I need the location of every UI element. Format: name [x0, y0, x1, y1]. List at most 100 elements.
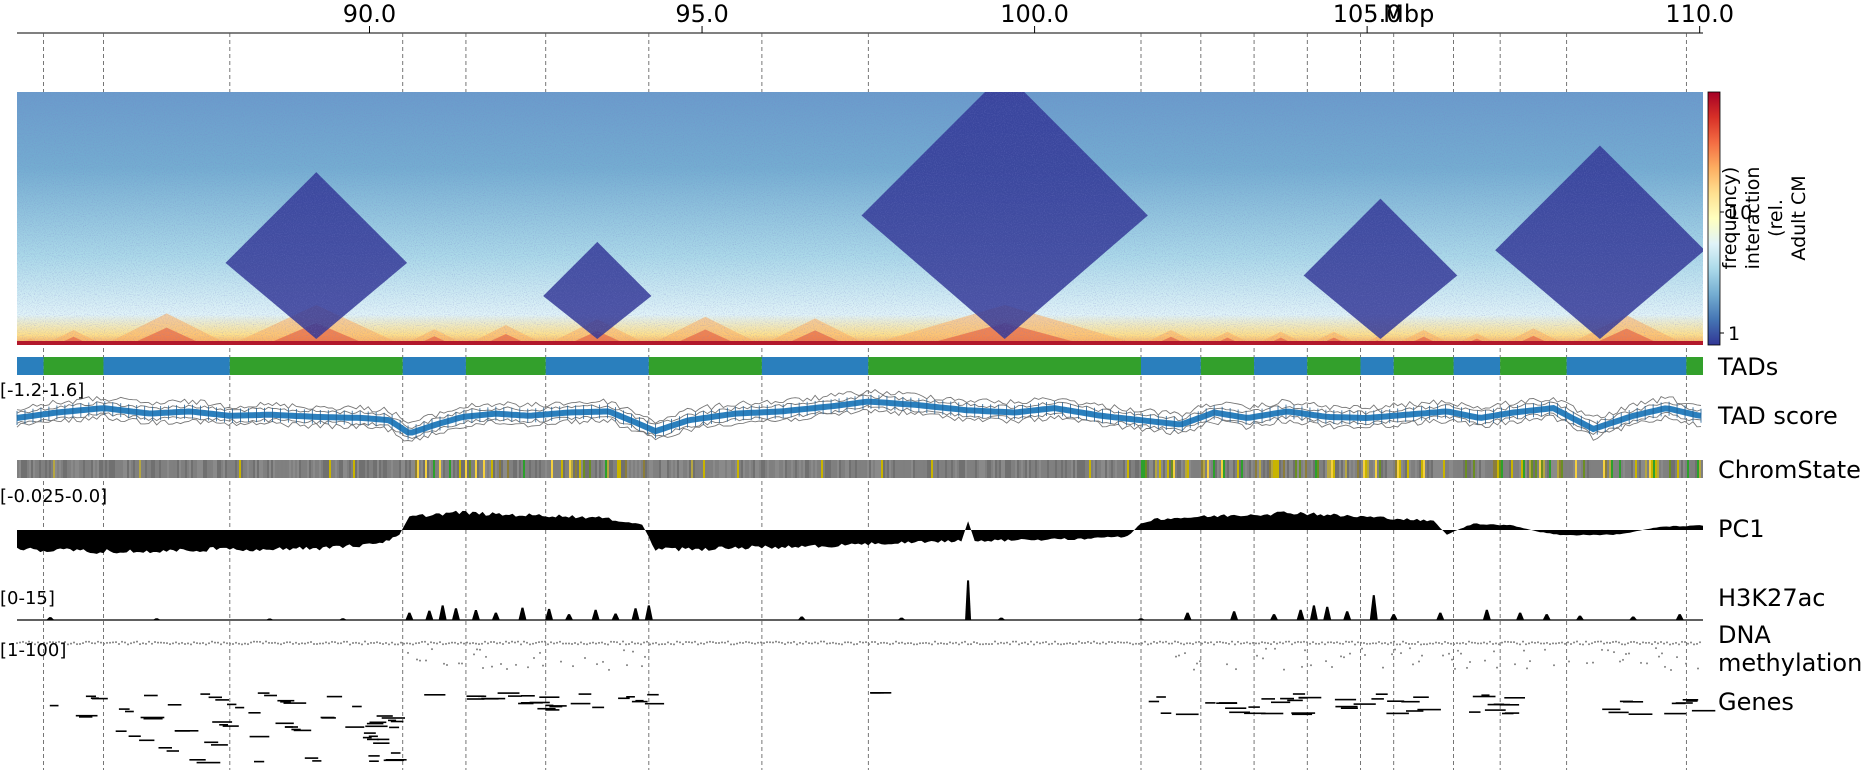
chromstate-segment [1079, 460, 1081, 478]
chromstate-segment [1529, 460, 1531, 478]
chromstate-segment [1455, 460, 1457, 478]
chromstate-segment [1367, 460, 1369, 478]
methylation-point [253, 640, 255, 643]
chromstate-segment [909, 460, 911, 478]
methylation-point [661, 643, 663, 646]
methylation-point [1456, 642, 1458, 645]
methylation-point [31, 641, 33, 644]
chromstate-segment [273, 460, 275, 478]
chromstate-segment [19, 460, 21, 478]
chromstate-segment [1009, 460, 1011, 478]
chromstate-segment [1107, 460, 1109, 478]
chromstate-segment [601, 460, 603, 478]
h3k27ac-peak [1516, 612, 1525, 620]
chromstate-segment [987, 460, 989, 478]
h3k27ac-peak [405, 612, 414, 620]
tad-segment [1393, 357, 1454, 375]
methylation-point [1657, 642, 1659, 645]
methylation-point [1537, 641, 1539, 644]
chromstate-segment [1073, 460, 1075, 478]
chromstate-segment [377, 460, 379, 478]
chromstate-segment [789, 460, 791, 478]
methylation-point [298, 643, 300, 646]
methylation-point [1165, 640, 1167, 643]
methylation-point [1276, 642, 1278, 645]
methylation-point [1282, 642, 1284, 645]
chromstate-segment [1295, 460, 1297, 478]
chromstate-segment [809, 460, 811, 478]
h3k27ac-peak [1542, 614, 1551, 620]
gene [1371, 698, 1384, 700]
methylation-point [1661, 652, 1663, 655]
chromstate-segment [1115, 460, 1117, 478]
chromstate-segment [555, 460, 557, 478]
methylation-point [1256, 654, 1258, 657]
chromstate-segment [381, 460, 383, 478]
methylation-point [1484, 659, 1486, 662]
methylation-point [1033, 643, 1035, 646]
methylation-point [1612, 640, 1614, 643]
chromstate-segment [1611, 460, 1613, 478]
chromstate-segment [61, 460, 63, 478]
methylation-point [458, 662, 460, 665]
methylation-point [1123, 641, 1125, 644]
methylation-point [1309, 642, 1311, 645]
chromstate-segment [793, 460, 795, 478]
chromstate-segment [1265, 460, 1267, 478]
chromstate-segment [1701, 460, 1703, 478]
methylation-point [1523, 649, 1525, 652]
methylation-point [985, 642, 987, 645]
methylation-point [1558, 642, 1560, 645]
methylation-point [142, 642, 144, 645]
h3k27ac-peak [1183, 612, 1192, 620]
chromstate-segment [735, 460, 737, 478]
h3k27ac-range: [0-15] [0, 588, 55, 609]
chromstate-segment [655, 460, 657, 478]
methylation-point [817, 642, 819, 645]
methylation-point [1114, 642, 1116, 645]
chromstate-segment [1317, 460, 1319, 478]
chromstate-segment [63, 460, 65, 478]
chromstate-segment [831, 460, 833, 478]
chromstate-segment [681, 460, 683, 478]
chromstate-segment [1255, 460, 1257, 478]
chromstate-segment [1511, 460, 1513, 478]
methylation-point [1258, 642, 1260, 645]
gene [362, 736, 372, 739]
chromstate-segment [125, 460, 127, 478]
methylation-point [322, 642, 324, 645]
chromstate-segment [745, 460, 747, 478]
methylation-point [427, 643, 429, 646]
chromstate-segment [845, 460, 847, 478]
chromstate-segment [149, 460, 151, 478]
chromstate-segment [1543, 460, 1545, 478]
chromstate-segment [445, 460, 447, 478]
h3k27ac-peak [265, 618, 274, 620]
methylation-point [1099, 642, 1101, 645]
chromstate-segment [1221, 460, 1223, 478]
gene [1623, 701, 1644, 703]
chromstate-segment [1641, 460, 1643, 478]
methylation-point [644, 655, 646, 658]
methylation-point [1465, 642, 1467, 645]
methylation-point [643, 641, 645, 644]
chromstate-segment [1125, 460, 1127, 478]
methylation-point [481, 642, 483, 645]
methylation-point [1300, 641, 1302, 644]
chromstate-segment [1335, 460, 1337, 478]
chromstate-segment [203, 460, 205, 478]
methylation-point [355, 641, 357, 644]
methylation-point [424, 640, 426, 643]
chromstate-segment [1665, 460, 1667, 478]
chromstate-segment [199, 460, 201, 478]
methylation-point [115, 641, 117, 644]
methylation-point [502, 643, 504, 646]
chromstate-segment [1383, 460, 1385, 478]
methylation-point [1327, 641, 1329, 644]
chromstate-segment [1531, 460, 1533, 478]
chromstate-segment [1535, 460, 1537, 478]
methylation-point [430, 641, 432, 644]
gene [196, 761, 221, 764]
chromstate-segment [291, 460, 293, 478]
chromstate-segment [1583, 460, 1585, 478]
